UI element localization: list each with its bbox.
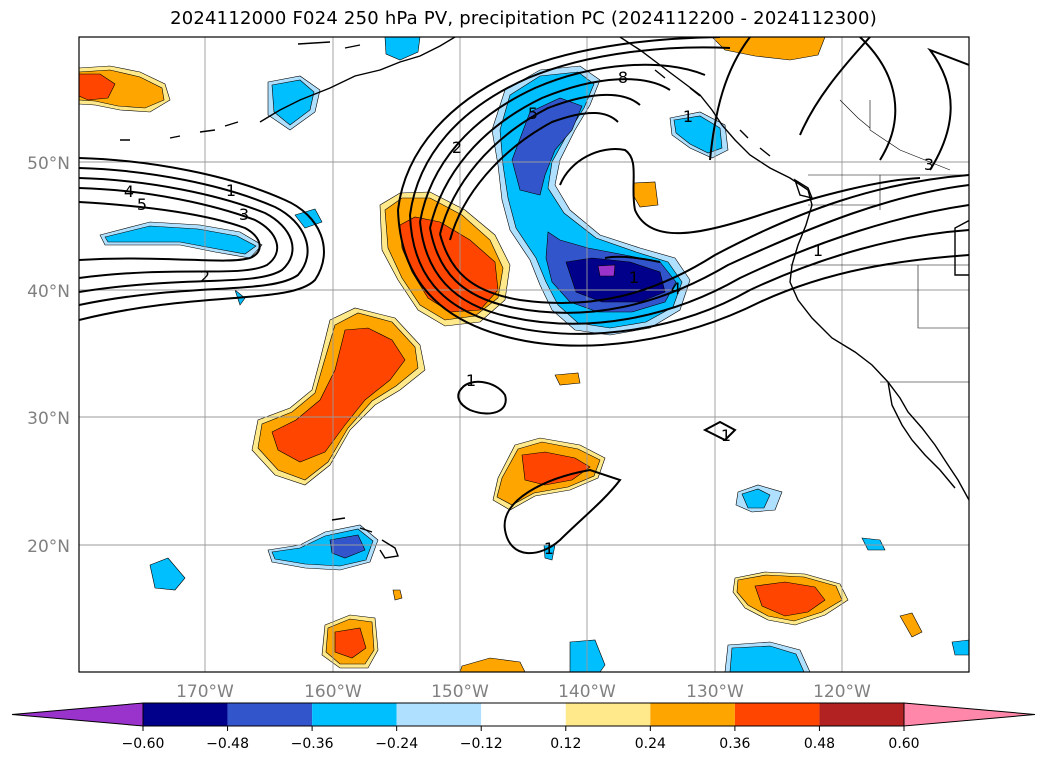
colorbar-swatch: [565, 703, 651, 726]
lat-label: 30°N: [27, 409, 70, 429]
colorbar-swatch: [650, 703, 735, 726]
contour-label: 2: [452, 138, 462, 157]
map-frame: [78, 36, 970, 673]
colorbar: −0.60 −0.48 −0.36 −0.24 −0.12 0.12 0.24 0.36 0.4…: [11, 702, 1036, 752]
colorbar-tick-label: −0.24: [375, 736, 418, 752]
borders: [790, 99, 969, 383]
colorbar-tick-label: 0.24: [635, 736, 666, 752]
lat-label: 40°N: [27, 282, 70, 302]
contour-label: 5: [528, 104, 538, 123]
lat-label: 50°N: [27, 154, 70, 174]
colorbar-swatch: [481, 703, 566, 726]
colorbar-extend-max: [903, 702, 1036, 727]
lon-label: 140°W: [558, 682, 616, 702]
map-title: 2024112000 F024 250 hPa PV, precipitatio…: [170, 8, 877, 29]
contour-label: 3: [239, 205, 249, 224]
graticule: [79, 37, 969, 672]
contour-label: 4: [124, 182, 134, 201]
lon-label: 130°W: [686, 682, 744, 702]
lon-label: 170°W: [176, 682, 234, 702]
colorbar-swatch: [227, 703, 313, 726]
lon-label: 160°W: [304, 682, 362, 702]
colorbar-swatch: [312, 703, 397, 726]
lat-label: 20°N: [27, 537, 70, 557]
lon-label: 150°W: [431, 682, 489, 702]
contour-label: 1: [813, 241, 823, 260]
contour-label: 8: [618, 68, 628, 87]
coastlines: [120, 37, 969, 559]
contour-label: 1: [721, 426, 731, 445]
colorbar-tick-label: −0.48: [206, 736, 249, 752]
colorbar-tick-label: 0.36: [719, 736, 750, 752]
colorbar-tick-label: −0.12: [460, 736, 503, 752]
contour-label: 3: [924, 155, 934, 174]
colorbar-tick-label: 0.12: [550, 736, 581, 752]
contour-label: 5: [137, 195, 147, 214]
colorbar-tick-label: 0.48: [804, 736, 835, 752]
latitude-labels: 50°N 40°N 30°N 20°N: [27, 154, 70, 557]
longitude-labels: 170°W 160°W 150°W 140°W 130°W 120°W: [176, 682, 871, 702]
lon-label: 120°W: [813, 682, 871, 702]
colorbar-swatches: [11, 702, 1036, 727]
colorbar-swatch: [819, 703, 904, 726]
contour-label: 1: [683, 107, 693, 126]
colorbar-tick-label: −0.36: [291, 736, 334, 752]
positive-precip-anomalies: [79, 37, 923, 672]
colorbar-outline: [142, 702, 905, 727]
contour-label: 1: [226, 181, 236, 200]
colorbar-tick-label: −0.60: [122, 736, 165, 752]
contour-label: 1: [466, 371, 476, 390]
contour-label: 1: [544, 539, 554, 558]
contour-label: 2: [200, 267, 210, 286]
colorbar-tick-label: 0.60: [888, 736, 919, 752]
contour-labels: 1 3 4 5 2 2 5 8 1 3 1 4 1 1 1 1: [124, 68, 934, 558]
map-area: 1 3 4 5 2 2 5 8 1 3 1 4 1 1 1 1: [79, 37, 969, 672]
colorbar-extend-min: [11, 702, 144, 727]
colorbar-swatch: [396, 703, 482, 726]
contour-label: 1: [629, 268, 639, 287]
negative-precip-anomalies: [99, 37, 969, 672]
colorbar-swatch: [143, 703, 228, 726]
colorbar-swatch: [734, 703, 820, 726]
pv-contours: [79, 37, 969, 554]
contour-label: 4: [671, 279, 681, 298]
colorbar-ticks: −0.60 −0.48 −0.36 −0.24 −0.12 0.12 0.24 0.36 0.4…: [122, 726, 920, 752]
